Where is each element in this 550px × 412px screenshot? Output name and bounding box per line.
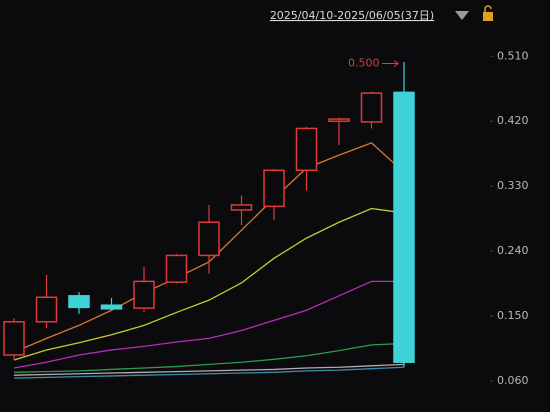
- candle-body: [165, 254, 188, 283]
- date-range[interactable]: 2025/04/10-2025/06/05(37日): [270, 9, 434, 22]
- candle-body: [3, 321, 25, 356]
- candle-body: [393, 91, 415, 363]
- ma-line: [13, 207, 405, 361]
- candle-body: [68, 295, 90, 309]
- ma-line: [13, 366, 405, 379]
- y-tick-label: 0.240: [497, 244, 529, 257]
- candle-body: [133, 280, 155, 309]
- y-tick-label: 0.330: [497, 179, 529, 192]
- candle-body: [198, 221, 220, 257]
- candle-body: [263, 169, 285, 208]
- y-tick-label: 0.510: [497, 49, 529, 62]
- candle-body: [100, 304, 123, 310]
- ma-line: [13, 342, 405, 373]
- ma-line: [13, 280, 404, 369]
- dropdown-icon[interactable]: [455, 11, 469, 20]
- ma-line: [13, 363, 405, 376]
- candle-body: [295, 127, 318, 172]
- annotation-label: 0.500: [348, 56, 380, 69]
- candle-body: [230, 204, 253, 211]
- y-tick-label: 0.420: [497, 114, 529, 127]
- candle-body: [360, 92, 383, 123]
- y-tick-label: 0.060: [497, 374, 529, 387]
- lock-icon[interactable]: [483, 5, 493, 21]
- y-tick-label: 0.150: [497, 309, 529, 322]
- candle-body: [35, 296, 58, 323]
- annotation-arrow: [382, 60, 399, 67]
- candle-body: [328, 118, 350, 122]
